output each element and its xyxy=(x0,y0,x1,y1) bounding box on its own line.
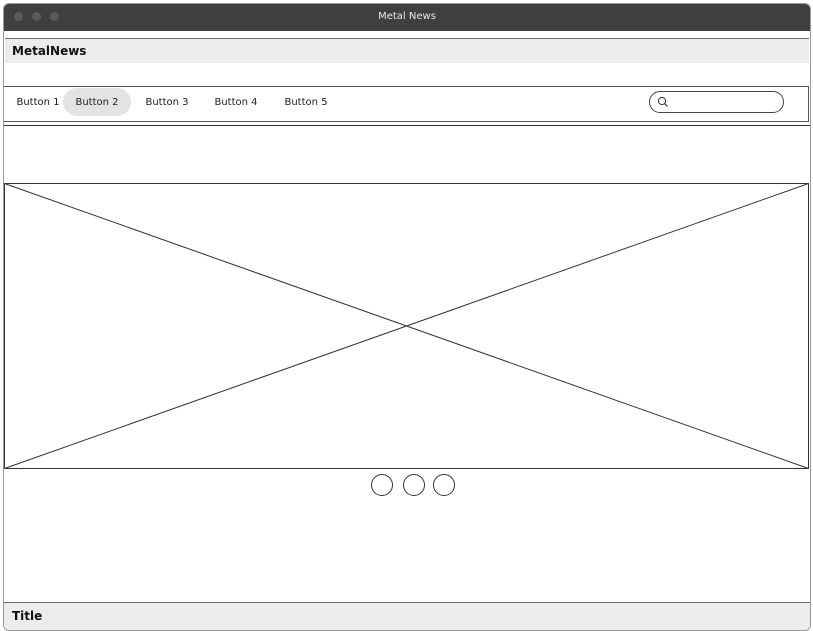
nav-button-1[interactable]: Button 1 xyxy=(16,96,60,108)
close-window-icon[interactable] xyxy=(14,12,23,21)
carousel-dot-3[interactable] xyxy=(433,474,455,496)
carousel-dot-1[interactable] xyxy=(371,474,393,496)
footer-bar: Title xyxy=(4,602,810,630)
nav-bar: Button 1 Button 2 Button 3 Button 4 Butt… xyxy=(4,86,809,122)
nav-button-3[interactable]: Button 3 xyxy=(145,96,189,108)
search-icon xyxy=(657,96,668,107)
nav-button-5[interactable]: Button 5 xyxy=(284,96,328,108)
footer-title: Title xyxy=(12,609,43,623)
window-titlebar: Metal News xyxy=(4,4,810,31)
site-title[interactable]: MetalNews xyxy=(12,44,87,58)
carousel-pagination xyxy=(370,474,460,498)
window-title: Metal News xyxy=(378,11,436,22)
browser-window: Metal News MetalNews Button 1 Button 2 B… xyxy=(3,3,811,631)
site-header: MetalNews xyxy=(5,38,809,63)
nav-button-4[interactable]: Button 4 xyxy=(214,96,258,108)
maximize-window-icon[interactable] xyxy=(50,12,59,21)
hero-image-placeholder xyxy=(4,183,809,469)
minimize-window-icon[interactable] xyxy=(32,12,41,21)
carousel-dot-2[interactable] xyxy=(403,474,425,496)
nav-divider xyxy=(4,125,810,126)
search-box[interactable] xyxy=(649,91,784,113)
search-input[interactable] xyxy=(672,94,780,110)
nav-button-2[interactable]: Button 2 xyxy=(63,88,131,116)
